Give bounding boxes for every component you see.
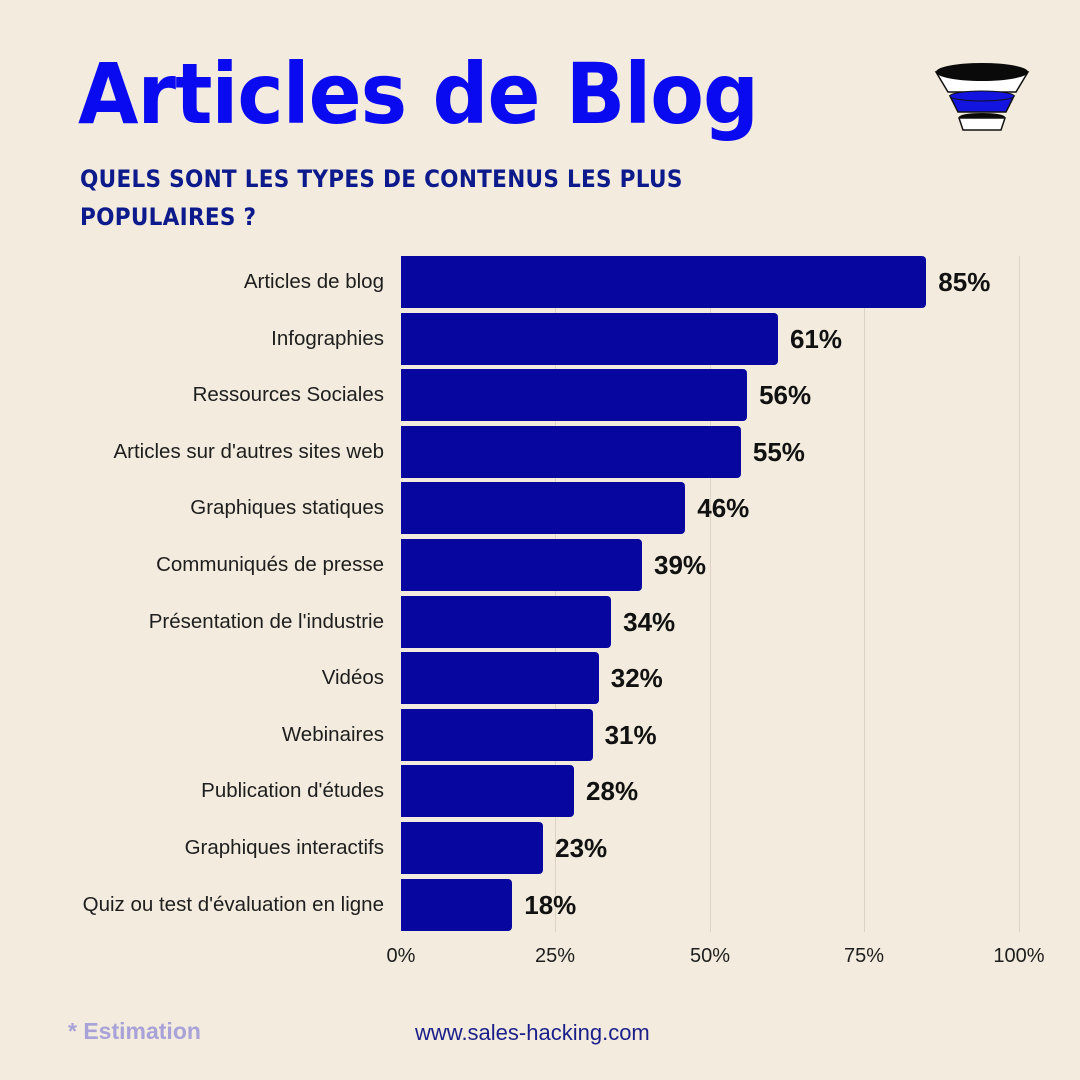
bar-row: Communiqués de presse 39% [0, 539, 1080, 591]
bar-category-label: Communiqués de presse [156, 553, 384, 576]
bar [401, 765, 575, 818]
bar [401, 482, 686, 535]
bar-row: Quiz ou test d'évaluation en ligne 18% [0, 878, 1080, 931]
bar [401, 822, 544, 874]
bar-value-label: 61% [789, 323, 843, 354]
x-tick: 0% [386, 945, 416, 967]
bar [401, 878, 513, 931]
bar-category-label: Articles sur d'autres sites web [113, 439, 384, 463]
x-tick: 50% [689, 945, 731, 967]
bar-value-label: 32% [610, 663, 663, 694]
bar-category-label: Articles de blog [243, 270, 384, 293]
bar-value-label: 34% [623, 606, 676, 637]
bar-value-label: 23% [555, 833, 608, 863]
bar-row: Articles de blog 85% [0, 256, 1080, 308]
gridline-100 [1019, 256, 1020, 932]
bar-chart: Articles de blog 85% Infographies 61% Ressou… [0, 256, 1080, 967]
bar-row: Présentation de l'industrie 34% [0, 595, 1080, 648]
bar-row: Vidéos 32% [0, 652, 1080, 705]
bar-category-label: Vidéos [321, 666, 384, 690]
website-link[interactable]: www.sales-hacking.com [415, 1020, 650, 1045]
bar-category-label: Infographies [271, 326, 384, 350]
bar-category-label: Webinaires [281, 722, 384, 746]
bar-row: Publication d'études 28% [0, 765, 1080, 818]
x-tick: 25% [534, 945, 576, 967]
bar-category-label: Ressources Sociales [192, 383, 384, 407]
bar-value-label: 46% [697, 493, 750, 524]
bar [401, 595, 612, 648]
bar-value-label: 85% [938, 267, 991, 297]
bar-row: Ressources Sociales 56% [0, 369, 1080, 422]
bar [401, 256, 927, 308]
bar-row: Webinaires 31% [0, 708, 1080, 761]
bar-value-label: 31% [604, 719, 657, 750]
bar-value-label: 55% [752, 436, 805, 467]
bar-value-label: 28% [586, 776, 639, 807]
page-title: Articles de Blog [78, 45, 759, 143]
gridline-50 [710, 256, 711, 932]
bar [401, 312, 778, 365]
bar-value-label: 56% [759, 380, 812, 411]
bar-category-label: Graphiques interactifs [184, 836, 384, 859]
bar-category-label: Présentation de l'industrie [148, 609, 384, 633]
bar-row: Infographies 61% [0, 312, 1080, 365]
bar [401, 708, 593, 761]
bar [401, 369, 748, 422]
x-tick: 75% [843, 945, 885, 967]
funnel-icon [934, 63, 1030, 131]
bar-row: Graphiques interactifs 23% [0, 822, 1080, 874]
bar-category-label: Graphiques statiques [190, 496, 384, 520]
bar-category-label: Quiz ou test d'évaluation en ligne [82, 892, 384, 916]
bar-value-label: 39% [654, 550, 707, 580]
bar-category-label: Publication d'études [201, 779, 384, 803]
gridline-25 [555, 256, 556, 932]
bar-value-label: 18% [524, 889, 577, 920]
gridline-75 [864, 256, 865, 932]
bar [401, 539, 643, 591]
bar-row: Articles sur d'autres sites web 55% [0, 425, 1080, 478]
page-subtitle: QUELS SONT LES TYPES DE CONTENUS LES PLU… [80, 165, 683, 231]
bar [401, 425, 741, 478]
x-tick: 100% [993, 945, 1045, 967]
bar-row: Graphiques statiques 46% [0, 482, 1080, 535]
estimation-footnote: * Estimation [68, 1018, 201, 1044]
bar [401, 652, 599, 705]
